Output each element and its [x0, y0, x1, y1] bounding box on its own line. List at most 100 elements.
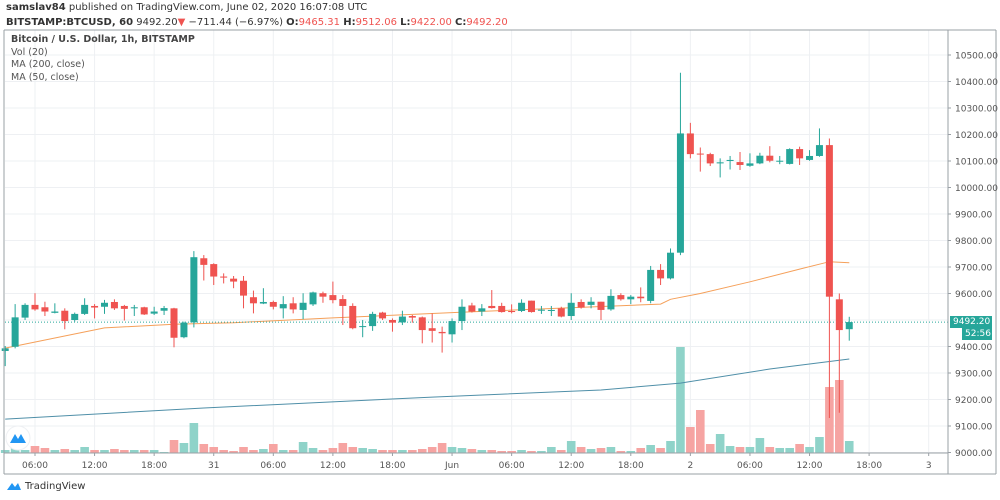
- volume-bar: [805, 447, 814, 453]
- price-tick-label: 10400.00: [955, 78, 998, 88]
- candle: [796, 146, 804, 165]
- candle: [299, 293, 307, 320]
- candle-body: [81, 304, 89, 314]
- candle-body: [140, 307, 148, 315]
- candle: [240, 276, 248, 309]
- volume-bar: [60, 449, 70, 453]
- legend-volume[interactable]: Vol (20): [11, 46, 48, 58]
- candle: [269, 300, 277, 310]
- candle: [806, 150, 814, 161]
- volume-bar: [90, 450, 99, 453]
- candle: [130, 304, 138, 317]
- candle-body: [835, 299, 843, 331]
- candle: [488, 290, 496, 309]
- candle: [160, 305, 168, 315]
- candle-body: [41, 307, 49, 312]
- volume-bar: [288, 450, 298, 453]
- time-tick-label: 12:00: [797, 461, 823, 471]
- candle: [259, 288, 267, 305]
- candle: [766, 146, 774, 163]
- volume-bar: [795, 444, 804, 453]
- candle-body: [686, 133, 694, 155]
- candle: [498, 302, 506, 313]
- volume-bar: [626, 451, 636, 453]
- candle-body: [379, 312, 387, 319]
- candle-body: [498, 305, 506, 313]
- price-tick-label: 9300.00: [955, 370, 992, 380]
- candle-body: [388, 320, 396, 323]
- time-tick-label: 18:00: [380, 461, 406, 471]
- volume-bar: [785, 448, 794, 453]
- candle: [319, 291, 327, 303]
- candle-body: [369, 313, 377, 327]
- volume-bar: [676, 347, 685, 453]
- candle: [597, 301, 605, 320]
- publish-info: samslav84 published on TradingView.com, …: [6, 2, 367, 13]
- volume-bar: [209, 447, 219, 453]
- candle: [756, 152, 764, 165]
- volume-bar: [457, 448, 467, 453]
- tradingview-logo-icon: [7, 483, 21, 490]
- volume-bar: [100, 450, 109, 453]
- candle-body: [508, 310, 516, 313]
- volume-bar: [278, 450, 288, 453]
- legend-ma50[interactable]: MA (50, close): [11, 71, 79, 83]
- candle-body: [786, 149, 794, 164]
- volume-bar: [20, 450, 30, 453]
- price-tick-label: 9400.00: [955, 343, 992, 353]
- volume-bar: [388, 450, 397, 453]
- symbol-quote-line: BITSTAMP:BTCUSD, 60 9492.20▼ −711.44 (−6…: [6, 17, 508, 28]
- candle: [547, 305, 555, 317]
- volume-bar: [129, 450, 139, 453]
- chart-axes: 10500.00 10400.00 10300.00 10200.00 10100.00…: [3, 29, 998, 475]
- legend-ma200[interactable]: MA (200, close): [11, 59, 85, 70]
- candle-body: [746, 163, 754, 166]
- volume-bar: [755, 438, 765, 453]
- candle-body: [478, 308, 486, 312]
- candle: [51, 303, 59, 314]
- triangle-down-icon: ▼: [177, 17, 186, 28]
- candle-body: [627, 296, 635, 300]
- volume-bar: [646, 445, 655, 453]
- volume-bar: [537, 451, 546, 453]
- candle-body: [150, 311, 158, 314]
- candle: [220, 273, 228, 284]
- candle: [617, 293, 625, 301]
- low-value: 9422.00: [410, 17, 452, 28]
- candle: [438, 326, 446, 353]
- candle: [716, 158, 724, 178]
- volume-bar: [427, 447, 437, 453]
- volume-bar: [705, 444, 715, 453]
- volume-bar: [239, 447, 248, 453]
- volume-bar: [447, 447, 457, 453]
- candle-body: [160, 308, 168, 311]
- footer-brand[interactable]: TradingView: [6, 480, 85, 492]
- candle: [349, 303, 357, 330]
- candle-body: [279, 304, 287, 309]
- candle-body: [200, 258, 208, 265]
- volume-bar: [328, 448, 338, 453]
- candle: [647, 265, 655, 304]
- candle-body: [716, 162, 724, 164]
- candle-body: [696, 153, 704, 155]
- candle-body: [309, 292, 317, 305]
- candle: [31, 293, 39, 311]
- last-price: 9492.20: [136, 17, 178, 28]
- candle-body: [349, 305, 357, 329]
- time-tick-label: 06:00: [499, 461, 525, 471]
- candle: [41, 301, 49, 317]
- candle-body: [468, 305, 476, 312]
- candle: [577, 299, 585, 309]
- candle: [150, 306, 158, 315]
- bar-countdown-label: 52:56: [962, 328, 992, 340]
- candle-body: [458, 306, 466, 322]
- time-tick-label: 12:00: [320, 461, 346, 471]
- author-name[interactable]: samslav84: [6, 2, 66, 13]
- low-label: L:: [400, 17, 411, 28]
- ma200-line: [5, 358, 850, 420]
- candle-body: [180, 322, 188, 338]
- watermark-circle: [5, 425, 31, 451]
- candle-body: [101, 302, 108, 307]
- candle-body: [577, 301, 585, 308]
